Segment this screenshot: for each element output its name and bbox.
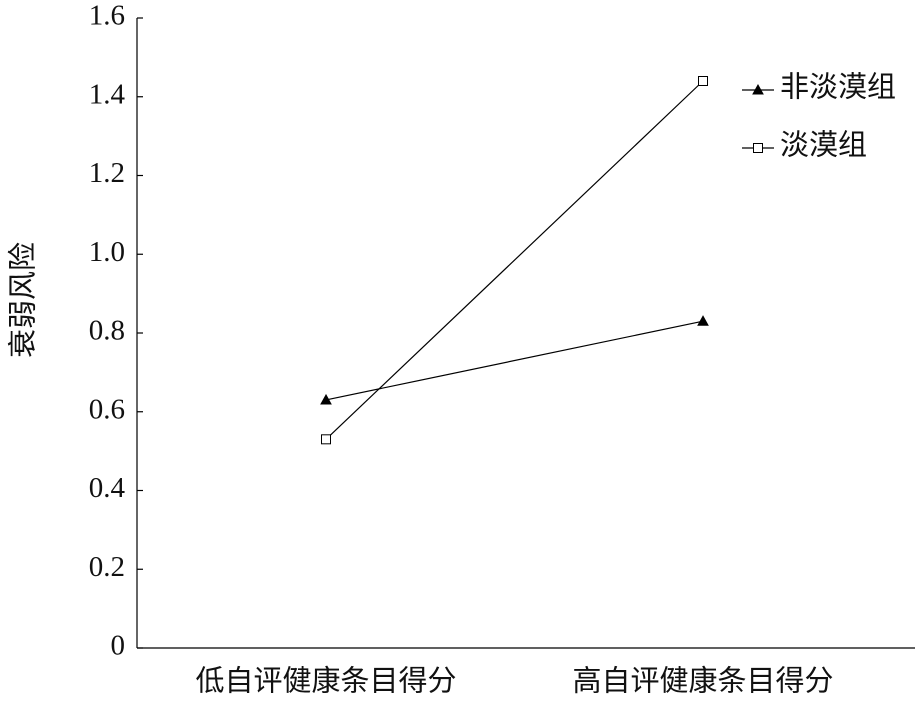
- y-tick-label: 1.0: [89, 236, 125, 268]
- y-axis-label: 衰弱风险: [7, 242, 40, 358]
- y-tick-label: 1.2: [89, 157, 125, 189]
- data-point: [697, 315, 709, 326]
- y-tick-label: 0: [111, 630, 126, 662]
- legend-marker: [752, 83, 764, 95]
- y-tick-label: 1.4: [89, 78, 126, 110]
- legend-label: 淡漠组: [780, 129, 867, 162]
- series-line: [325, 80, 704, 440]
- y-tick-label: 0.4: [89, 472, 126, 504]
- x-tick-label: 高自评健康条目得分: [572, 665, 833, 698]
- x-tick-label: 低自评健康条目得分: [195, 665, 456, 698]
- legend-label: 非淡漠组: [780, 71, 896, 104]
- y-tick-label: 0.2: [89, 551, 125, 583]
- legend-marker: [753, 143, 763, 153]
- data-point: [320, 393, 332, 405]
- y-tick-label: 0.6: [89, 393, 125, 425]
- y-tick-label: 1.6: [89, 0, 125, 32]
- data-point: [698, 76, 708, 86]
- data-point: [321, 434, 331, 445]
- series-line: [325, 320, 704, 401]
- y-tick-label: 0.8: [89, 315, 125, 347]
